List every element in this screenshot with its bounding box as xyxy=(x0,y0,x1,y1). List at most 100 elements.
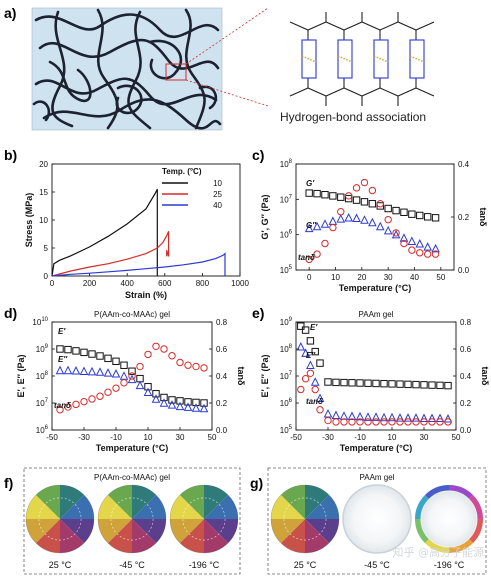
chart-d-point xyxy=(175,401,185,411)
chart-d-point xyxy=(64,403,72,411)
chart-b-xtick-label: 400 xyxy=(121,279,135,288)
wheel-g-3-center xyxy=(420,490,478,548)
chart-b-ytick-label: 10 xyxy=(39,216,48,225)
chart-d-point xyxy=(152,342,160,350)
panel-d: d) P(AAm-co-MAAc) gel-50 -30 -10 10 30 501061… xyxy=(4,305,246,453)
chart-b-xtick-label: 1000 xyxy=(231,279,249,288)
chart-c-point xyxy=(376,202,384,210)
chart-c-point xyxy=(337,193,345,201)
chart-e-ytick-exp: 5 xyxy=(289,425,293,431)
chart-c-xtick-label: 20 xyxy=(357,273,366,282)
chart-e-point xyxy=(411,413,421,422)
chart-e-y2tick-label: 0.6 xyxy=(460,345,472,354)
chart-b-ytick-label: 20 xyxy=(39,160,48,169)
chart-c-point xyxy=(408,246,416,254)
chart-e: PAAm gel -50 -30 -10 10 30 50 105 106 107 108 109 0.… xyxy=(260,310,490,453)
chart-c-point xyxy=(321,239,329,248)
chart-e-point xyxy=(427,413,437,423)
chart-c-xlabel: Temperature (°C) xyxy=(339,283,411,293)
chart-e-series-label: E′ xyxy=(310,323,318,332)
chart-b: 0 200 400 600 800 1000 0 5 10 15 20 Strain (%) Stres… xyxy=(24,160,249,300)
wheel-f-3-sector xyxy=(204,519,229,553)
wheel-f-1-sector xyxy=(60,485,85,519)
chart-d-ytick-label: 108 xyxy=(36,371,49,381)
chart-e-point xyxy=(380,418,388,426)
chart-d-point xyxy=(64,345,72,354)
chart-e-point xyxy=(324,378,332,386)
chart-b-xtick-label: 200 xyxy=(83,279,97,288)
chart-e-point xyxy=(323,408,333,418)
panel-e-letter: e) xyxy=(252,305,264,321)
chart-e-ytick-exp: 6 xyxy=(289,398,293,404)
chart-e-series-1 xyxy=(296,342,453,423)
wheel-f-3-inner-ring xyxy=(182,497,226,541)
chart-e-ytick-label: 107 xyxy=(280,371,293,381)
wheel-f-1-sector xyxy=(60,494,94,519)
chart-d-ytick-exp: 6 xyxy=(45,425,49,431)
chart-c-point xyxy=(329,223,337,232)
chart-e-point xyxy=(428,381,436,389)
polymer-network-drawing xyxy=(32,8,222,130)
chart-d-point xyxy=(136,362,144,371)
panel-e: e) PAAm gel -50 -30 -10 10 30 50 105 106 107 108 10… xyxy=(252,305,490,453)
chart-e-point xyxy=(396,380,404,388)
chart-d-point xyxy=(80,397,88,406)
panel-f-temp-3: -196 °C xyxy=(189,560,220,570)
chart-c-point xyxy=(375,221,385,231)
chart-e-point xyxy=(372,418,380,426)
chart-d-point xyxy=(192,362,200,371)
chart-e-point xyxy=(412,380,420,389)
wheel-g-2 xyxy=(342,484,412,554)
chart-e-point xyxy=(444,381,452,390)
wheel-g-1-inner-ring xyxy=(283,497,327,541)
chart-d-point xyxy=(56,406,64,414)
chart-e-ytick-label: 108 xyxy=(280,344,293,354)
chart-e-point xyxy=(387,412,397,422)
chart-e-y2tick-label: 0.4 xyxy=(460,372,472,381)
chart-d-y2label: tanδ xyxy=(236,367,246,387)
chart-d-point xyxy=(72,400,80,409)
chart-d-point xyxy=(87,366,97,376)
chart-c-point xyxy=(329,192,337,200)
chart-b-legend-label: 40 xyxy=(213,201,222,210)
chart-e-point xyxy=(297,385,305,394)
chart-c-xtick-label: 40 xyxy=(410,273,419,282)
chart-c-point xyxy=(392,206,400,215)
chart-d-title: P(AAm-co-MAAc) gel xyxy=(94,310,170,319)
chart-b-ytick-label: 5 xyxy=(44,244,49,253)
chart-e-ytick-label: 109 xyxy=(280,317,293,327)
panel-f-frame xyxy=(23,467,241,575)
chart-e-series-0 xyxy=(297,322,452,390)
wheel-f-2-rim xyxy=(97,484,167,554)
chart-c-point xyxy=(336,214,346,223)
chart-c-point xyxy=(305,255,313,264)
wheel-f-3 xyxy=(169,484,239,554)
chart-c-ylabel: G′, G″ (Pa) xyxy=(260,195,270,240)
chart-d-point xyxy=(176,358,184,367)
chart-d-y2tick-label: 0.2 xyxy=(216,399,228,408)
chart-c-ytick-label: 106 xyxy=(280,230,293,240)
chart-d-point xyxy=(104,354,112,363)
wheel-f-2-sector xyxy=(132,485,157,519)
chart-b-ylabel: Stress (MPa) xyxy=(24,193,34,248)
chart-d-point xyxy=(80,348,88,357)
wheel-f-1-rim xyxy=(25,484,95,554)
chart-e-point xyxy=(420,418,428,426)
chart-d-ytick-exp: 8 xyxy=(45,371,49,377)
panel-g-temp-1: 25 °C xyxy=(294,560,317,570)
chart-d-series-label: E″ xyxy=(58,355,68,364)
chart-c-point xyxy=(391,229,401,239)
chart-e-point xyxy=(324,416,332,425)
chart-e-point xyxy=(404,418,412,426)
wheel-g-1 xyxy=(270,484,340,554)
chart-c-ytick-exp: 7 xyxy=(289,194,293,200)
chart-c-point xyxy=(431,214,440,222)
chart-e-point xyxy=(380,379,388,388)
chart-d-ytick-label: 109 xyxy=(36,344,49,354)
hbond-caption: Hydrogen-bond association xyxy=(280,110,426,124)
chart-b-xtick-label: 600 xyxy=(158,279,172,288)
panel-f-letter: f) xyxy=(4,475,13,491)
wheels-g xyxy=(270,484,483,554)
chart-d-xtick-label: 10 xyxy=(144,433,153,442)
chart-c-xtick-label: 0 xyxy=(307,273,312,282)
